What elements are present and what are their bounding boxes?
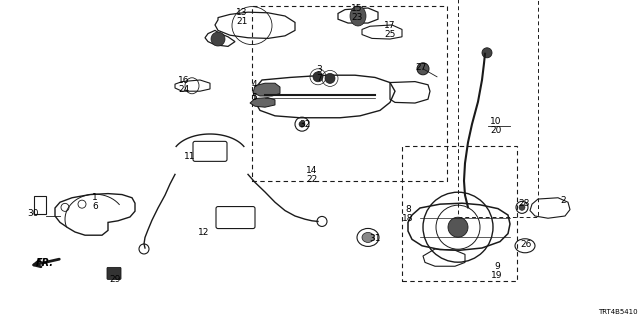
Text: 13
21: 13 21 [236, 8, 248, 26]
Text: 17
25: 17 25 [384, 21, 396, 39]
Text: 8
18: 8 18 [403, 205, 413, 223]
Circle shape [417, 63, 429, 75]
Bar [252, 6, 447, 181]
Bar [458, 0, 538, 217]
Polygon shape [250, 98, 275, 107]
Circle shape [325, 73, 335, 84]
Text: 14
22: 14 22 [307, 166, 317, 184]
Text: 27: 27 [415, 63, 427, 72]
Text: 26: 26 [520, 240, 532, 249]
Text: 32: 32 [300, 120, 310, 129]
Circle shape [482, 48, 492, 58]
Circle shape [299, 121, 305, 127]
Ellipse shape [350, 6, 366, 26]
Text: 28: 28 [518, 199, 530, 208]
Text: 9
19: 9 19 [492, 262, 503, 280]
Text: FR.: FR. [36, 258, 54, 268]
Text: 1
6: 1 6 [92, 193, 98, 211]
Circle shape [519, 204, 525, 210]
Text: 16
24: 16 24 [179, 76, 189, 94]
Circle shape [448, 217, 468, 237]
Text: 11: 11 [184, 152, 196, 161]
Polygon shape [253, 83, 280, 96]
Text: 30: 30 [28, 209, 39, 218]
Circle shape [313, 72, 323, 82]
FancyBboxPatch shape [107, 268, 121, 279]
Text: TRT4B5410: TRT4B5410 [598, 309, 638, 315]
Text: 4: 4 [251, 80, 257, 89]
Text: 12: 12 [198, 228, 210, 237]
Bar [402, 146, 517, 281]
Ellipse shape [362, 232, 374, 243]
Text: 5: 5 [251, 93, 257, 102]
Text: 31: 31 [369, 234, 381, 243]
Circle shape [211, 32, 225, 46]
Text: 29: 29 [109, 275, 121, 284]
Text: 3
7: 3 7 [316, 65, 322, 83]
Bar [34, 196, 46, 214]
Text: 15
23: 15 23 [351, 4, 363, 22]
Text: 10
20: 10 20 [490, 117, 502, 135]
Text: 2: 2 [560, 196, 566, 205]
